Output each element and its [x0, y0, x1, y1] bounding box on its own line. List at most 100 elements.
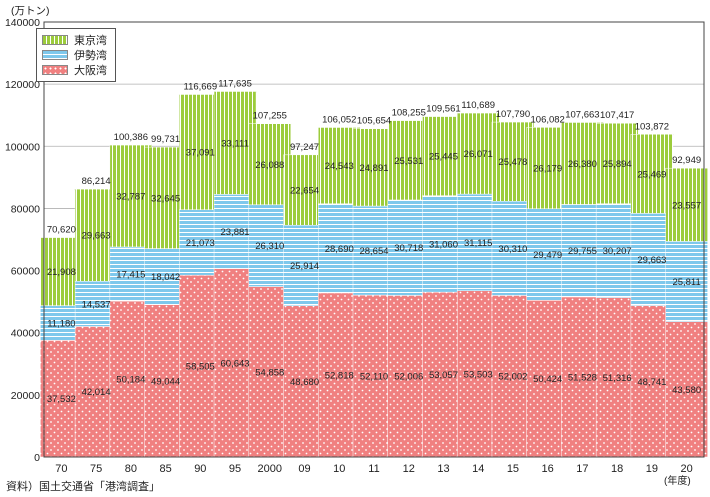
data-label-osaka: 50,184 [116, 375, 145, 386]
x-tick-label: 12 [403, 463, 415, 475]
y-tick-label: 60000 [11, 266, 40, 278]
data-label-tokyo: 33,111 [221, 138, 249, 149]
legend-swatch-ise [42, 49, 68, 60]
data-label-ise: 28,654 [359, 246, 388, 257]
data-label-osaka: 50,424 [533, 374, 562, 385]
total-label: 116,669 [183, 81, 217, 92]
x-tick-label: 2000 [258, 463, 282, 475]
data-label-ise: 30,718 [394, 243, 423, 254]
total-label: 97,247 [290, 142, 319, 153]
y-tick-label: 0 [34, 452, 40, 464]
data-label-ise: 21,073 [186, 238, 215, 249]
y-tick-label: 20000 [11, 390, 40, 402]
data-label-osaka: 37,532 [47, 394, 76, 405]
x-tick-label: 75 [90, 463, 102, 475]
y-axis-unit-label: (万トン) [11, 5, 50, 17]
y-tick-label: 80000 [11, 203, 40, 215]
data-label-tokyo: 21,908 [47, 267, 76, 278]
data-label-tokyo: 26,179 [533, 164, 562, 175]
total-label: 107,255 [253, 111, 287, 122]
data-label-tokyo: 24,543 [325, 161, 354, 172]
legend-item-osaka: 大阪湾 [42, 62, 110, 77]
y-tick-label: 40000 [11, 328, 40, 340]
data-label-tokyo: 32,787 [116, 192, 145, 203]
data-label-osaka: 51,316 [603, 373, 632, 384]
data-label-tokyo: 25,531 [394, 156, 423, 167]
x-tick-label: 70 [55, 463, 67, 475]
legend-item-ise: 伊勢湾 [42, 47, 110, 62]
data-label-osaka: 53,503 [464, 369, 493, 380]
data-label-ise: 30,310 [498, 244, 527, 255]
data-label-ise: 29,755 [568, 246, 597, 257]
data-label-tokyo: 25,445 [429, 152, 458, 163]
data-label-ise: 28,690 [325, 244, 354, 255]
axes: 0 20000 40000 60000 80000 100000 120000 140000 7… [5, 17, 705, 475]
total-label: 86,214 [82, 176, 111, 187]
legend: 東京湾 伊勢湾 大阪湾 [36, 28, 116, 82]
data-label-osaka: 53,057 [429, 370, 458, 381]
x-tick-label: 19 [646, 463, 658, 475]
y-tick-label: 140000 [5, 17, 40, 29]
data-label-osaka: 51,528 [568, 372, 597, 383]
data-label-osaka: 48,680 [290, 377, 319, 388]
data-label-ise: 17,415 [116, 270, 145, 281]
data-label-osaka: 48,741 [637, 377, 666, 388]
data-label-tokyo: 25,894 [603, 159, 632, 170]
total-label: 108,255 [392, 108, 426, 119]
data-label-osaka: 52,110 [360, 372, 388, 383]
data-label-ise: 31,115 [464, 238, 492, 249]
data-label-osaka: 43,580 [672, 385, 701, 396]
legend-swatch-osaka [42, 64, 68, 75]
x-tick-label: 15 [507, 463, 519, 475]
data-label-ise: 26,310 [255, 241, 284, 252]
x-tick-label: 10 [333, 463, 345, 475]
data-label-ise: 30,207 [603, 246, 632, 257]
data-label-osaka: 52,006 [394, 372, 423, 383]
data-label-osaka: 54,858 [255, 367, 284, 378]
source-note: 資料）国土交通省「港湾調査」 [6, 481, 160, 493]
total-label: 106,052 [322, 114, 356, 125]
data-label-ise: 14,537 [82, 299, 111, 310]
x-tick-label: 13 [437, 463, 449, 475]
data-label-tokyo: 26,088 [255, 160, 284, 171]
total-label: 107,790 [496, 109, 530, 120]
bars [40, 91, 708, 458]
data-label-tokyo: 23,557 [672, 200, 701, 211]
data-labels: 37,532 11,180 21,908 70,620 42,014 14,537 29,6… [47, 78, 701, 405]
x-tick-label: 14 [472, 463, 484, 475]
data-label-tokyo: 22,654 [290, 186, 319, 197]
data-label-ise: 23,881 [221, 227, 250, 238]
data-label-osaka: 42,014 [82, 387, 111, 398]
x-axis-unit-label: (年度) [664, 476, 691, 487]
legend-label-osaka: 大阪湾 [74, 64, 107, 77]
total-label: 105,654 [357, 116, 391, 127]
x-tick-label: 09 [298, 463, 310, 475]
legend-label-ise: 伊勢湾 [74, 49, 107, 62]
total-label: 100,386 [114, 132, 148, 143]
x-tick-label: 90 [194, 463, 206, 475]
data-label-ise: 25,914 [290, 261, 319, 272]
data-label-osaka: 52,818 [325, 370, 354, 381]
total-label: 109,561 [426, 104, 460, 115]
data-label-tokyo: 32,645 [151, 193, 180, 204]
data-label-osaka: 58,505 [186, 362, 215, 373]
data-label-osaka: 49,044 [151, 376, 180, 387]
total-label: 70,620 [47, 225, 76, 236]
total-label: 92,949 [672, 155, 701, 166]
x-tick-label: 85 [159, 463, 171, 475]
data-label-tokyo: 24,891 [359, 163, 388, 174]
total-label: 106,082 [531, 114, 565, 125]
plot-border [43, 21, 705, 458]
total-label: 107,417 [600, 110, 634, 121]
legend-swatch-tokyo [42, 34, 68, 45]
data-label-ise: 18,042 [151, 272, 180, 283]
legend-label-tokyo: 東京湾 [74, 34, 107, 47]
x-tick-label: 16 [542, 463, 554, 475]
data-label-tokyo: 29,663 [82, 231, 111, 242]
data-label-tokyo: 26,071 [464, 149, 493, 160]
total-label: 117,635 [218, 78, 252, 89]
data-label-osaka: 60,643 [221, 358, 250, 369]
y-tick-label: 120000 [5, 79, 40, 91]
x-tick-label: 17 [576, 463, 588, 475]
